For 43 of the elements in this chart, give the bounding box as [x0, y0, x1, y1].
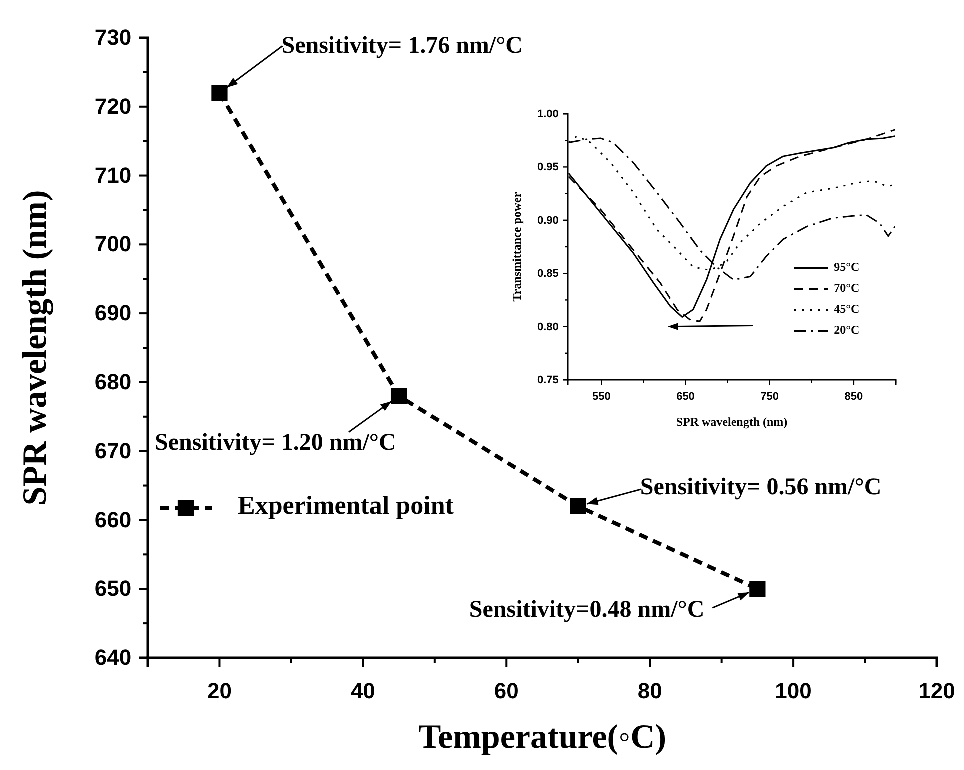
- y-tick-label: 730: [94, 25, 132, 50]
- x-tick-label: 750: [760, 391, 780, 404]
- y-tick-label: 720: [94, 94, 132, 119]
- legend-label: 20°C: [834, 323, 860, 338]
- y-tick-label: 1.00: [537, 108, 559, 121]
- y-tick-label: 660: [94, 507, 132, 532]
- y-tick-label: 650: [94, 576, 132, 602]
- y-tick-label: 700: [94, 232, 132, 257]
- x-axis-title: SPR wavelength (nm): [676, 415, 788, 429]
- x-tick-label: 100: [775, 678, 812, 704]
- legend-label: 45°C: [834, 302, 860, 316]
- x-tick-label: 20: [207, 678, 232, 704]
- y-axis-title: SPR wavelength (nm): [16, 190, 54, 506]
- annotation: Sensitivity= 0.56 nm/°C: [640, 474, 882, 500]
- x-tick-label: 80: [638, 678, 662, 704]
- y-tick-label: 670: [94, 438, 132, 464]
- y-tick-label: 640: [94, 645, 132, 670]
- y-tick-label: 0.95: [537, 162, 559, 174]
- x-axis-title: Temperature(◦C): [418, 719, 667, 756]
- point: [212, 85, 228, 102]
- annotation: Sensitivity= 1.76 nm/°C: [282, 33, 524, 60]
- y-tick-label: 0.75: [537, 374, 559, 387]
- annotation: Sensitivity=0.48 nm/°C: [469, 597, 705, 624]
- y-tick-label: 710: [94, 162, 132, 188]
- x-tick-label: 60: [494, 678, 519, 704]
- legend-label: Experimental point: [238, 490, 454, 520]
- y-tick-label: 690: [94, 300, 132, 326]
- x-tick-label: 550: [592, 391, 611, 404]
- x-tick-label: 40: [350, 678, 376, 704]
- point: [750, 581, 766, 598]
- y-tick-label: 680: [94, 369, 132, 394]
- y-tick-label: 0.85: [537, 268, 559, 280]
- y-tick-label: 0.80: [537, 321, 559, 334]
- legend-label: 95°C: [834, 260, 860, 274]
- x-tick-label: 650: [676, 391, 695, 404]
- point: [570, 498, 586, 515]
- x-tick-label: 850: [844, 391, 864, 404]
- point: [390, 388, 408, 404]
- y-tick-label: 0.90: [537, 214, 559, 227]
- legend-label: 70°C: [834, 281, 860, 296]
- y-axis-title: Transmittance power: [510, 192, 524, 302]
- annotation: Sensitivity= 1.20 nm/°C: [155, 430, 396, 456]
- x-tick-label: 120: [918, 678, 956, 704]
